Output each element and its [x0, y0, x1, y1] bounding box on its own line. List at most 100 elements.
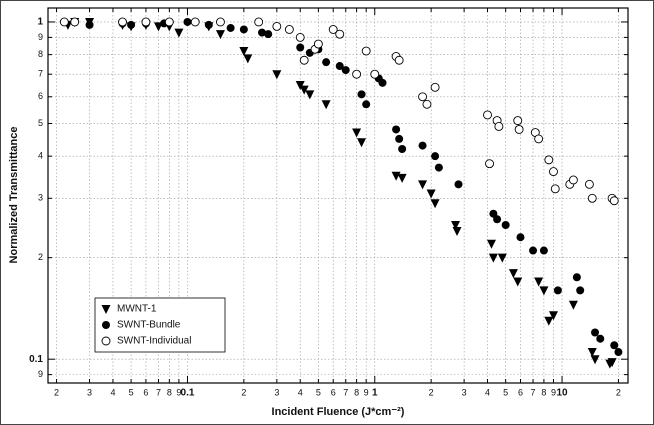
- data-point: [486, 239, 496, 249]
- data-point: [534, 134, 544, 144]
- data-point: [226, 23, 235, 32]
- data-point: [216, 17, 225, 27]
- data-point: [70, 17, 80, 27]
- data-point: [215, 30, 225, 40]
- data-point: [395, 134, 404, 143]
- data-point: [501, 220, 510, 229]
- data-point: [609, 196, 619, 206]
- data-point: [607, 358, 617, 368]
- data-point: [431, 152, 440, 161]
- x-tick-label: 0.1: [181, 388, 195, 399]
- x-tick-label: 6: [143, 387, 148, 397]
- data-point: [272, 21, 282, 31]
- x-tick-label: 5: [129, 387, 134, 397]
- data-point: [426, 189, 436, 199]
- x-tick-label: 10: [556, 388, 568, 399]
- data-point: [488, 253, 498, 263]
- data-point: [614, 348, 623, 357]
- legend-box: [94, 297, 226, 353]
- data-point: [576, 286, 585, 295]
- data-point: [513, 116, 523, 126]
- data-point: [430, 82, 440, 92]
- x-tick-label: 9: [364, 387, 369, 397]
- y-tick-label: 7: [38, 69, 43, 79]
- data-point: [264, 30, 273, 39]
- data-point: [254, 17, 264, 27]
- data-point: [335, 62, 344, 71]
- data-point: [190, 17, 200, 27]
- data-point: [418, 141, 427, 150]
- data-point: [239, 25, 248, 34]
- data-point: [454, 180, 463, 189]
- legend-marker: [102, 321, 110, 329]
- y-tick-label: 8: [38, 49, 43, 59]
- data-point: [335, 29, 345, 39]
- legend-marker: [101, 305, 111, 314]
- x-tick-label: 3: [462, 387, 467, 397]
- data-point: [610, 341, 619, 350]
- data-point: [398, 145, 407, 154]
- data-point: [514, 125, 524, 134]
- data-point: [322, 58, 331, 67]
- data-point: [299, 55, 309, 65]
- data-point: [164, 17, 174, 27]
- data-point: [544, 155, 554, 165]
- x-tick-label: 8: [167, 387, 172, 397]
- data-point: [568, 300, 578, 310]
- data-point: [596, 334, 605, 343]
- data-point: [529, 246, 538, 255]
- data-point: [539, 246, 548, 255]
- data-point: [328, 25, 338, 34]
- x-tick-label: 1: [372, 388, 378, 399]
- data-point: [516, 233, 525, 242]
- data-point: [493, 215, 502, 224]
- data-point: [591, 328, 600, 337]
- data-point: [451, 220, 461, 230]
- y-tick-label: 5: [38, 118, 43, 128]
- data-point: [568, 175, 578, 185]
- y-tick-label: 1: [37, 17, 43, 28]
- data-point: [118, 17, 127, 27]
- data-point: [127, 20, 136, 29]
- data-point: [513, 277, 523, 287]
- data-point: [378, 78, 387, 87]
- data-point: [422, 99, 432, 109]
- data-point: [430, 199, 440, 209]
- x-tick-label: 5: [503, 387, 508, 397]
- data-point: [508, 269, 518, 279]
- y-tick-label: 9: [38, 32, 43, 42]
- legend-label: SWNT-Individual: [117, 336, 191, 347]
- data-point: [352, 69, 362, 79]
- x-tick-label: 2: [54, 387, 59, 397]
- data-point: [418, 180, 428, 190]
- data-point: [539, 286, 549, 296]
- data-point: [352, 128, 362, 138]
- data-point: [452, 226, 462, 236]
- data-point: [587, 348, 597, 358]
- legend-marker: [101, 336, 111, 346]
- legend-label: MWNT-1: [117, 304, 157, 315]
- data-point: [295, 32, 305, 42]
- y-tick-label: 0.1: [29, 354, 43, 365]
- data-point: [548, 311, 558, 321]
- data-point: [553, 286, 562, 295]
- x-tick-label: 9: [176, 387, 181, 397]
- data-point: [544, 316, 554, 326]
- x-tick-label: 7: [156, 387, 161, 397]
- data-point: [485, 159, 494, 169]
- data-point: [239, 47, 249, 57]
- data-point: [59, 17, 69, 27]
- y-tick-label: 9: [38, 369, 43, 379]
- x-tick-label: 8: [541, 387, 546, 397]
- x-tick-label: 9: [551, 387, 556, 397]
- legend-label: SWNT-Bundle: [117, 320, 181, 331]
- data-point: [361, 46, 371, 56]
- data-point: [299, 85, 309, 95]
- data-point: [204, 20, 213, 29]
- y-tick-label: 2: [38, 252, 43, 262]
- x-tick-label: 7: [531, 387, 536, 397]
- x-tick-label: 2: [429, 387, 434, 397]
- data-point: [183, 17, 192, 26]
